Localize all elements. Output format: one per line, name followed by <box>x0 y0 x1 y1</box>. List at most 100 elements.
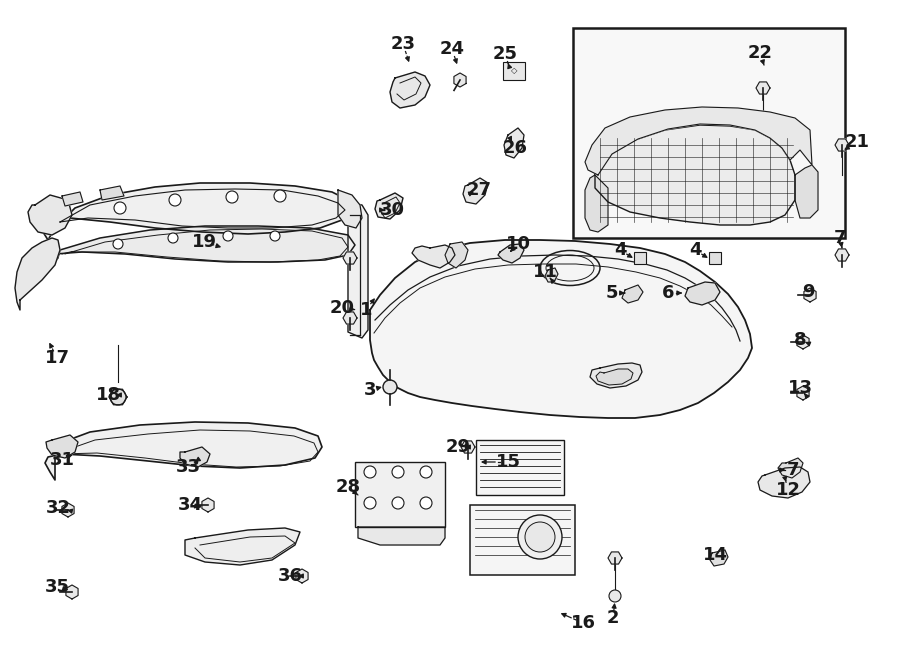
Circle shape <box>383 380 397 394</box>
Polygon shape <box>463 178 488 204</box>
Text: 17: 17 <box>44 349 69 367</box>
Text: 5: 5 <box>606 284 618 302</box>
Text: 27: 27 <box>466 181 491 199</box>
Polygon shape <box>454 73 466 87</box>
Polygon shape <box>835 139 849 151</box>
Text: 20: 20 <box>329 299 355 317</box>
Polygon shape <box>778 458 803 478</box>
Text: 35: 35 <box>44 578 69 596</box>
Circle shape <box>364 466 376 478</box>
Text: 9: 9 <box>802 283 814 301</box>
Polygon shape <box>445 242 468 268</box>
Polygon shape <box>185 528 300 565</box>
Text: 25: 25 <box>492 45 517 63</box>
Circle shape <box>110 389 126 405</box>
Text: 31: 31 <box>50 451 75 469</box>
Polygon shape <box>370 240 752 418</box>
Text: 32: 32 <box>46 499 70 517</box>
Text: 34: 34 <box>177 496 202 514</box>
Polygon shape <box>48 226 355 265</box>
Polygon shape <box>585 175 608 232</box>
Text: 13: 13 <box>788 379 813 397</box>
Polygon shape <box>804 288 816 302</box>
Circle shape <box>169 194 181 206</box>
Circle shape <box>274 190 286 202</box>
Polygon shape <box>412 245 455 268</box>
Text: 30: 30 <box>380 201 404 219</box>
Circle shape <box>518 515 562 559</box>
Circle shape <box>270 231 280 241</box>
Text: 29: 29 <box>446 438 471 456</box>
Text: 2: 2 <box>607 609 619 627</box>
Bar <box>470 505 575 575</box>
Circle shape <box>226 191 238 203</box>
Polygon shape <box>390 72 430 108</box>
Circle shape <box>223 231 233 241</box>
Text: 8: 8 <box>794 331 806 349</box>
Text: 11: 11 <box>533 263 557 281</box>
Text: 24: 24 <box>439 40 464 58</box>
Text: 14: 14 <box>703 546 727 564</box>
Text: 19: 19 <box>192 233 217 251</box>
Polygon shape <box>608 552 622 564</box>
Text: 10: 10 <box>506 235 530 253</box>
Polygon shape <box>180 447 210 467</box>
Polygon shape <box>795 165 818 218</box>
Polygon shape <box>498 244 524 263</box>
Text: 16: 16 <box>571 614 596 632</box>
Polygon shape <box>46 435 78 458</box>
Text: 6: 6 <box>662 284 674 302</box>
Polygon shape <box>45 422 322 480</box>
Polygon shape <box>66 585 78 599</box>
Text: 36: 36 <box>277 567 302 585</box>
Polygon shape <box>756 82 770 94</box>
Text: 4: 4 <box>688 241 701 259</box>
Circle shape <box>392 466 404 478</box>
Circle shape <box>364 497 376 509</box>
Polygon shape <box>15 238 60 310</box>
Polygon shape <box>43 183 352 240</box>
Text: 33: 33 <box>176 458 201 476</box>
Polygon shape <box>348 202 368 338</box>
Text: 22: 22 <box>748 44 772 62</box>
Bar <box>503 62 525 80</box>
Text: 4: 4 <box>614 241 626 259</box>
Polygon shape <box>622 285 643 303</box>
Text: 7: 7 <box>787 461 799 479</box>
Polygon shape <box>202 498 214 512</box>
Polygon shape <box>595 125 795 225</box>
Polygon shape <box>504 128 524 158</box>
Polygon shape <box>296 569 308 583</box>
Polygon shape <box>100 186 124 200</box>
Polygon shape <box>685 282 720 305</box>
Text: 28: 28 <box>336 478 361 496</box>
Text: 23: 23 <box>391 35 416 53</box>
Bar <box>476 440 564 495</box>
Circle shape <box>420 466 432 478</box>
Polygon shape <box>343 312 357 324</box>
Bar <box>634 252 646 264</box>
Polygon shape <box>338 190 362 228</box>
Polygon shape <box>585 107 812 175</box>
Polygon shape <box>758 467 810 498</box>
Text: 26: 26 <box>502 139 527 157</box>
Circle shape <box>168 233 178 243</box>
Polygon shape <box>358 527 445 545</box>
Circle shape <box>525 522 555 552</box>
Circle shape <box>420 497 432 509</box>
Polygon shape <box>590 363 642 388</box>
Text: 7: 7 <box>833 229 846 247</box>
Polygon shape <box>461 441 475 453</box>
Circle shape <box>392 497 404 509</box>
Text: 15: 15 <box>496 453 520 471</box>
Bar <box>355 462 445 527</box>
Text: ◇: ◇ <box>511 67 517 75</box>
Polygon shape <box>596 369 633 385</box>
Circle shape <box>609 590 621 602</box>
Polygon shape <box>62 503 74 517</box>
Polygon shape <box>710 550 728 566</box>
Circle shape <box>114 202 126 214</box>
Text: 1: 1 <box>360 301 373 319</box>
Bar <box>709 252 721 264</box>
Polygon shape <box>835 249 849 261</box>
